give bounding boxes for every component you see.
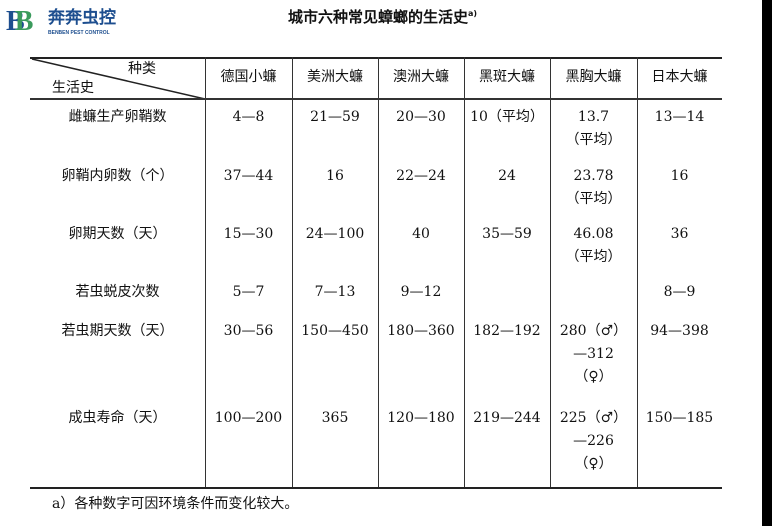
table-title: 城市六种常见蟑螂的生活史a) <box>288 4 477 27</box>
table-cell: 20—30 <box>396 109 446 125</box>
logo-mark-icon: BB <box>6 6 33 37</box>
table-cell: 280（♂） —312 （♀） <box>559 323 628 385</box>
table-cell: 24 <box>498 168 516 184</box>
table-cell: 24—100 <box>305 226 365 242</box>
corner-top-label: 种类 <box>128 61 156 77</box>
table-cell: 30—56 <box>223 323 274 339</box>
table-cell: 22—24 <box>396 168 446 184</box>
column-divider <box>292 57 293 487</box>
row-label: 雌蠊生产卵鞘数 <box>68 109 167 125</box>
table-cell: 9—12 <box>400 284 442 300</box>
table-cell: 36 <box>670 226 689 242</box>
column-header: 美洲大蠊 <box>307 69 363 85</box>
logo: BB 奔奔虫控 BENBEN PEST CONTROL <box>4 6 144 40</box>
column-divider <box>205 57 206 487</box>
row-label: 成虫寿命（天） <box>68 410 167 426</box>
column-header: 黑胸大蠊 <box>565 69 622 85</box>
table-cell: 13—14 <box>654 109 705 125</box>
table-cell: 15—30 <box>223 226 274 242</box>
table-cell: 180—360 <box>387 323 455 339</box>
column-divider <box>464 57 465 487</box>
footnote: a）各种数字可因环境条件而变化较大。 <box>52 496 299 512</box>
column-header: 日本大蠊 <box>651 69 708 85</box>
table-cell: 8—9 <box>663 284 696 300</box>
table-cell: 100—200 <box>214 410 283 426</box>
column-header: 黑斑大蠊 <box>479 69 535 85</box>
table-cell: 225（♂） —226 （♀） <box>559 410 628 472</box>
table-cell: 13.7 （平均） <box>565 109 622 148</box>
row-label: 卵鞘内卵数（个） <box>61 168 174 184</box>
table-cell: 5—7 <box>232 284 265 300</box>
table-cell: 219—244 <box>473 410 541 426</box>
table-cell: 4—8 <box>232 109 265 125</box>
title-note: a) <box>468 9 478 18</box>
table-cell: 37—44 <box>223 168 274 184</box>
column-header: 澳洲大蠊 <box>393 69 449 85</box>
life-history-table: 种类 生活史 德国小蠊 美洲大蠊 澳洲大蠊 黑斑大蠊 黑胸大蠊 日本大蠊雌蠊生产卵鞘数 4—… <box>30 57 722 489</box>
corner-diagonal <box>31 59 206 99</box>
table-cell: 40 <box>412 226 430 242</box>
table-cell: 7—13 <box>314 284 356 300</box>
table-cell: 16 <box>326 168 344 184</box>
table-cell: 23.78 （平均） <box>565 168 622 207</box>
corner-bottom-label: 生活史 <box>52 80 94 96</box>
row-label: 若虫期天数（天） <box>61 323 174 339</box>
table-cell: 46.08 （平均） <box>565 226 622 265</box>
table-cell: 21—59 <box>310 109 360 125</box>
table-cell: 94—398 <box>650 323 709 339</box>
column-divider <box>637 57 638 487</box>
table-cell: 35—59 <box>482 226 532 242</box>
table-cell: 150—185 <box>645 410 714 426</box>
column-divider <box>378 57 379 487</box>
column-header: 德国小蠊 <box>220 69 277 85</box>
table-cell: 150—450 <box>301 323 369 339</box>
scan-border <box>762 0 772 526</box>
row-label: 若虫蜕皮次数 <box>75 284 160 300</box>
logo-brand-cn: 奔奔虫控 <box>48 8 116 28</box>
header-divider <box>30 98 722 100</box>
title-text: 城市六种常见蟑螂的生活史 <box>288 8 469 26</box>
logo-brand-en: BENBEN PEST CONTROL <box>48 30 110 36</box>
row-label: 卵期天数（天） <box>68 226 167 242</box>
table-cell: 120—180 <box>387 410 455 426</box>
column-divider <box>550 57 551 487</box>
table-cell: 10（平均） <box>470 109 544 125</box>
table-cell: 16 <box>670 168 689 184</box>
table-cell: 182—192 <box>473 323 541 339</box>
table-cell: 365 <box>321 410 349 426</box>
